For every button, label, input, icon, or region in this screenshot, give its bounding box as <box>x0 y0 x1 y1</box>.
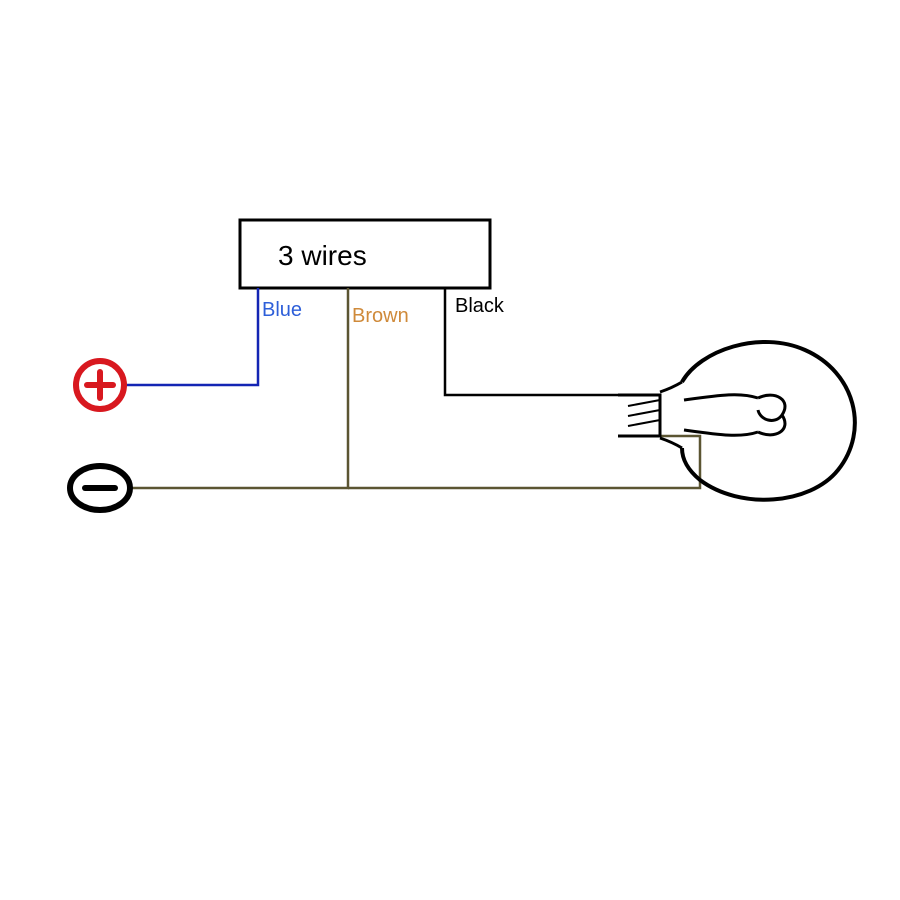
module-label: 3 wires <box>278 240 367 271</box>
wiring-diagram: 3 wires Blue Brown Black <box>0 0 900 900</box>
black-label: Black <box>455 295 505 317</box>
positive-terminal <box>76 361 124 409</box>
blue-wire <box>124 288 258 385</box>
wires <box>124 288 700 488</box>
module-box: 3 wires <box>240 220 490 288</box>
brown-wire-left <box>130 288 348 488</box>
brown-label: Brown <box>352 305 409 327</box>
negative-to-bulb-wire <box>348 436 700 488</box>
negative-terminal <box>70 466 130 510</box>
light-bulb <box>618 342 855 500</box>
blue-label: Blue <box>262 299 302 321</box>
